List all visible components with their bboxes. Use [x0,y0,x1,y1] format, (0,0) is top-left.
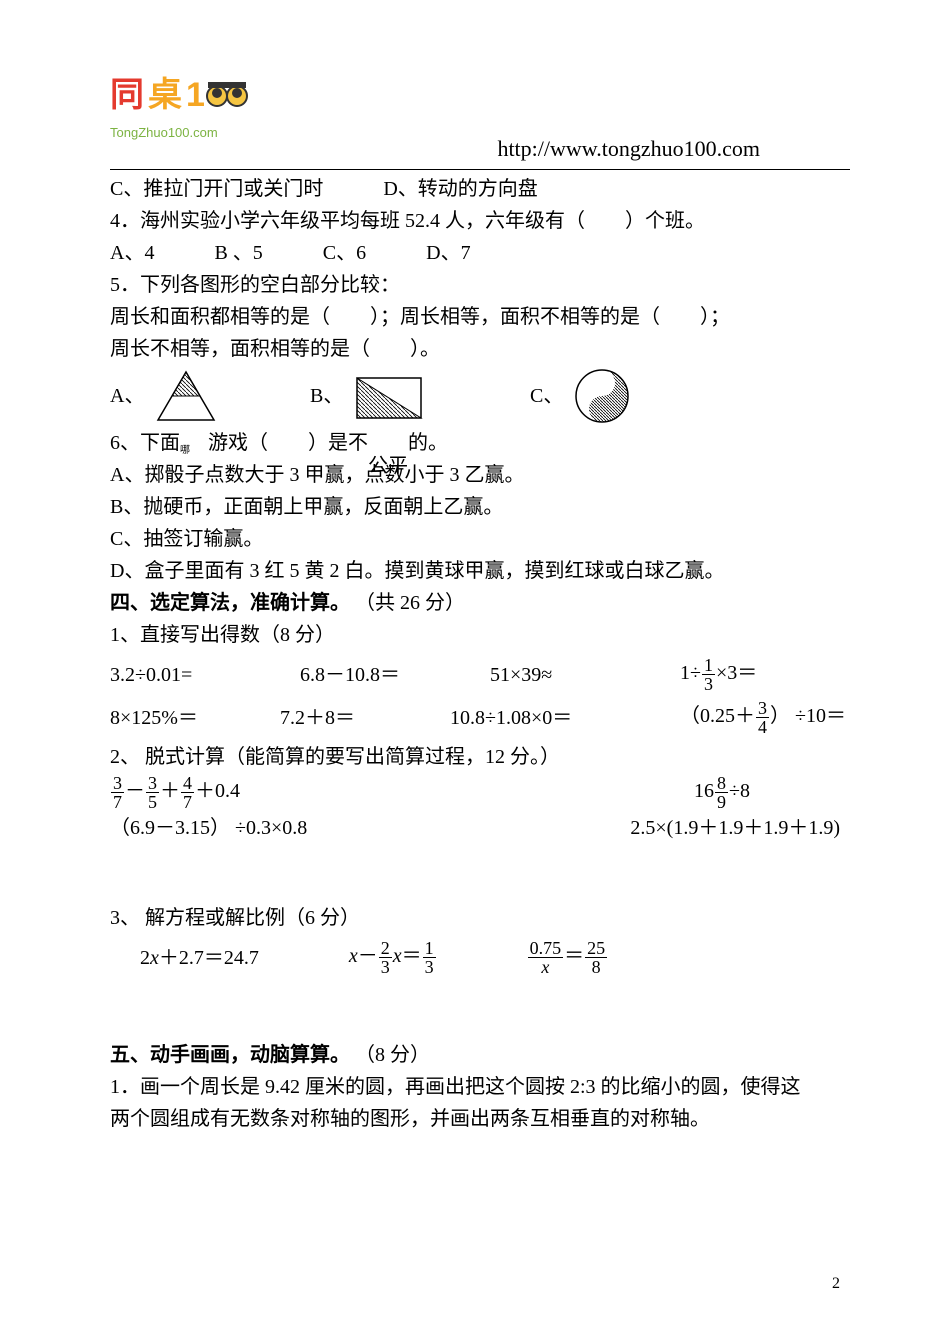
expr-row-2: （6.9－3.15） ÷0.3×0.8 2.5×(1.9＋1.9＋1.9＋1.9… [110,813,850,843]
logo-word-left: 同 [110,70,144,121]
calc-r2c4-pre: （0.25＋ [680,705,755,727]
q4-options: A、4 B 、5 C、6 D、7 [110,238,850,268]
frac-1-3: 13 [702,656,715,693]
triangle-diagram-icon [154,368,218,424]
calc-r2c4: （0.25＋34） ÷10＝ [680,699,846,736]
logo-text: 同 桌 1 [110,70,249,121]
q5-opt-b-label: B、 [310,381,343,411]
calc-r2c2: 7.2＋8＝ [280,703,410,733]
frac-3-4: 34 [756,699,769,736]
eq3-eq: ＝ [564,945,584,967]
eq-2: x－23x＝13 [349,939,437,976]
logo-word-right: 桌 [148,70,182,121]
calc-r1c4-pre: 1÷ [680,662,701,684]
page: 同 桌 1 TongZhuo100.com http://www.tongzhu… [0,0,950,1342]
expr-row-1: 37－35＋47＋0.4 1689÷8 [110,774,850,811]
q3-opt-c: C、推拉门开门或关门时 [110,174,323,204]
calc-row-2: 8×125%＝ 7.2＋8＝ 10.8÷1.08×0＝ （0.25＋34） ÷1… [110,699,850,736]
equation-row: 2x＋2.7＝24.7 x－23x＝13 0.75x＝258 [110,939,850,976]
s5-q1a: 1．画一个周长是 9.42 厘米的圆，再画出把这个圆按 2:3 的比缩小的圆，使… [110,1072,850,1102]
q5-line2: 周长不相等，面积相等的是（ ）。 [110,334,850,364]
logo-icon: 1 [186,70,249,121]
calc-r2c4-post: ） ÷10＝ [770,705,846,727]
frac-075-x: 0.75x [528,939,564,976]
calc-r1c3: 51×39≈ [490,660,640,690]
section4-sub1: 1、直接写出得数（8 分） [110,620,850,650]
frac-3-5: 35 [146,774,159,811]
yinyang-diagram-icon [573,367,631,425]
q3-options: C、推拉门开门或关门时 D、转动的方向盘 [110,174,850,204]
calc-r1c1: 3.2÷0.01= [110,660,260,690]
q4-opt-b: B 、5 [214,238,262,268]
section5-points: （8 分） [355,1044,430,1066]
eq-3: 0.75x＝258 [527,939,609,976]
page-header: 同 桌 1 TongZhuo100.com http://www.tongzhu… [110,70,850,170]
expr-2-pre: 16 [694,780,714,802]
q4-opt-a: A、4 [110,238,154,268]
frac-4-7: 47 [181,774,194,811]
frac-8-9: 89 [715,774,728,811]
section4-sub3: 3、 解方程或解比例（6 分） [110,903,850,933]
calc-r1c4: 1÷13×3＝ [680,656,757,693]
infinity-glasses-icon [205,79,249,113]
q6-stem: 6、下面哪游戏（ ）是不公平的。 [110,428,850,458]
section5-title: 五、动手画画，动脑算算。 （8 分） [110,1040,850,1070]
calc-row-1: 3.2÷0.01= 6.8－10.8＝ 51×39≈ 1÷13×3＝ [110,656,850,693]
section4-title: 四、选定算法，准确计算。 （共 26 分） [110,588,850,618]
section4-points: （共 26 分） [355,592,465,614]
q6-opt-d: D、盒子里面有 3 红 5 黄 2 白。摸到黄球甲赢，摸到红球或白球乙赢。 [110,556,850,586]
q6-opt-a: A、掷骰子点数大于 3 甲赢，点数小于 3 乙赢。 [110,460,850,490]
frac-2-3: 23 [379,939,392,976]
logo-one: 1 [186,70,205,121]
expr-2: 1689÷8 [694,774,750,811]
q6-stem-mid: 游戏（ ）是不 [208,432,368,454]
eq1-x: x [150,947,159,969]
eq2-x1: x [349,945,358,967]
expr-1-tail: ＋0.4 [195,780,240,802]
expr-4: 2.5×(1.9＋1.9＋1.9＋1.9) [630,813,840,843]
q5-line1: 周长和面积都相等的是（ ）；周长相等，面积不相等的是（ ）； [110,302,850,332]
frac-25-8: 258 [585,939,607,976]
eq-1: 2x＋2.7＝24.7 [140,943,259,973]
content: C、推拉门开门或关门时 D、转动的方向盘 4．海州实验小学六年级平均每班 52.… [110,174,850,1134]
q3-opt-d: D、转动的方向盘 [383,174,537,204]
section5-heading: 五、动手画画，动脑算算。 [110,1044,350,1066]
frac-3-7a: 37 [111,774,124,811]
eq2-x2: x [393,945,402,967]
logo: 同 桌 1 TongZhuo100.com [110,70,249,143]
q6-opt-c: C、抽签订输赢。 [110,524,850,554]
expr-1: 37－35＋47＋0.4 [110,774,240,811]
header-url: http://www.tongzhuo100.com [497,132,760,165]
eq1-pre: 2 [140,947,150,969]
frac-1-3b: 13 [423,939,436,976]
q6-stem-after: 的。 [408,432,448,454]
q6-stem-before: 6、下面 [110,432,180,454]
page-number: 2 [832,1272,840,1296]
q5-opt-a-label: A、 [110,381,144,411]
eq1-post: ＋2.7＝24.7 [159,947,259,969]
q4-opt-c: C、6 [323,238,366,268]
expr-2-post: ÷8 [729,780,750,802]
q4-opt-d: D、7 [426,238,470,268]
s5-q1b: 两个圆组成有无数条对称轴的图形，并画出两条互相垂直的对称轴。 [110,1104,850,1134]
section4-sub2: 2、 脱式计算（能简算的要写出简算过程，12 分。） [110,742,850,772]
section4-heading: 四、选定算法，准确计算。 [110,592,350,614]
q4-stem: 4．海州实验小学六年级平均每班 52.4 人，六年级有（ ）个班。 [110,206,850,236]
q5-diagrams: A、 B、 C、 [110,366,850,426]
calc-r1c2: 6.8－10.8＝ [300,660,450,690]
q5-stem: 5．下列各图形的空白部分比较： [110,270,850,300]
header-divider [110,169,850,170]
calc-r1c4-post: ×3＝ [716,662,757,684]
calc-r2c1: 8×125%＝ [110,703,240,733]
eq2-mid: － [358,945,378,967]
logo-url: TongZhuo100.com [110,123,249,143]
rectangle-diagram-icon [353,370,425,422]
expr-3: （6.9－3.15） ÷0.3×0.8 [110,813,307,843]
eq2-eq: ＝ [402,945,422,967]
q6-opt-b: B、抛硬币，正面朝上甲赢，反面朝上乙赢。 [110,492,850,522]
q5-opt-c-label: C、 [530,381,563,411]
calc-r2c3: 10.8÷1.08×0＝ [450,703,640,733]
